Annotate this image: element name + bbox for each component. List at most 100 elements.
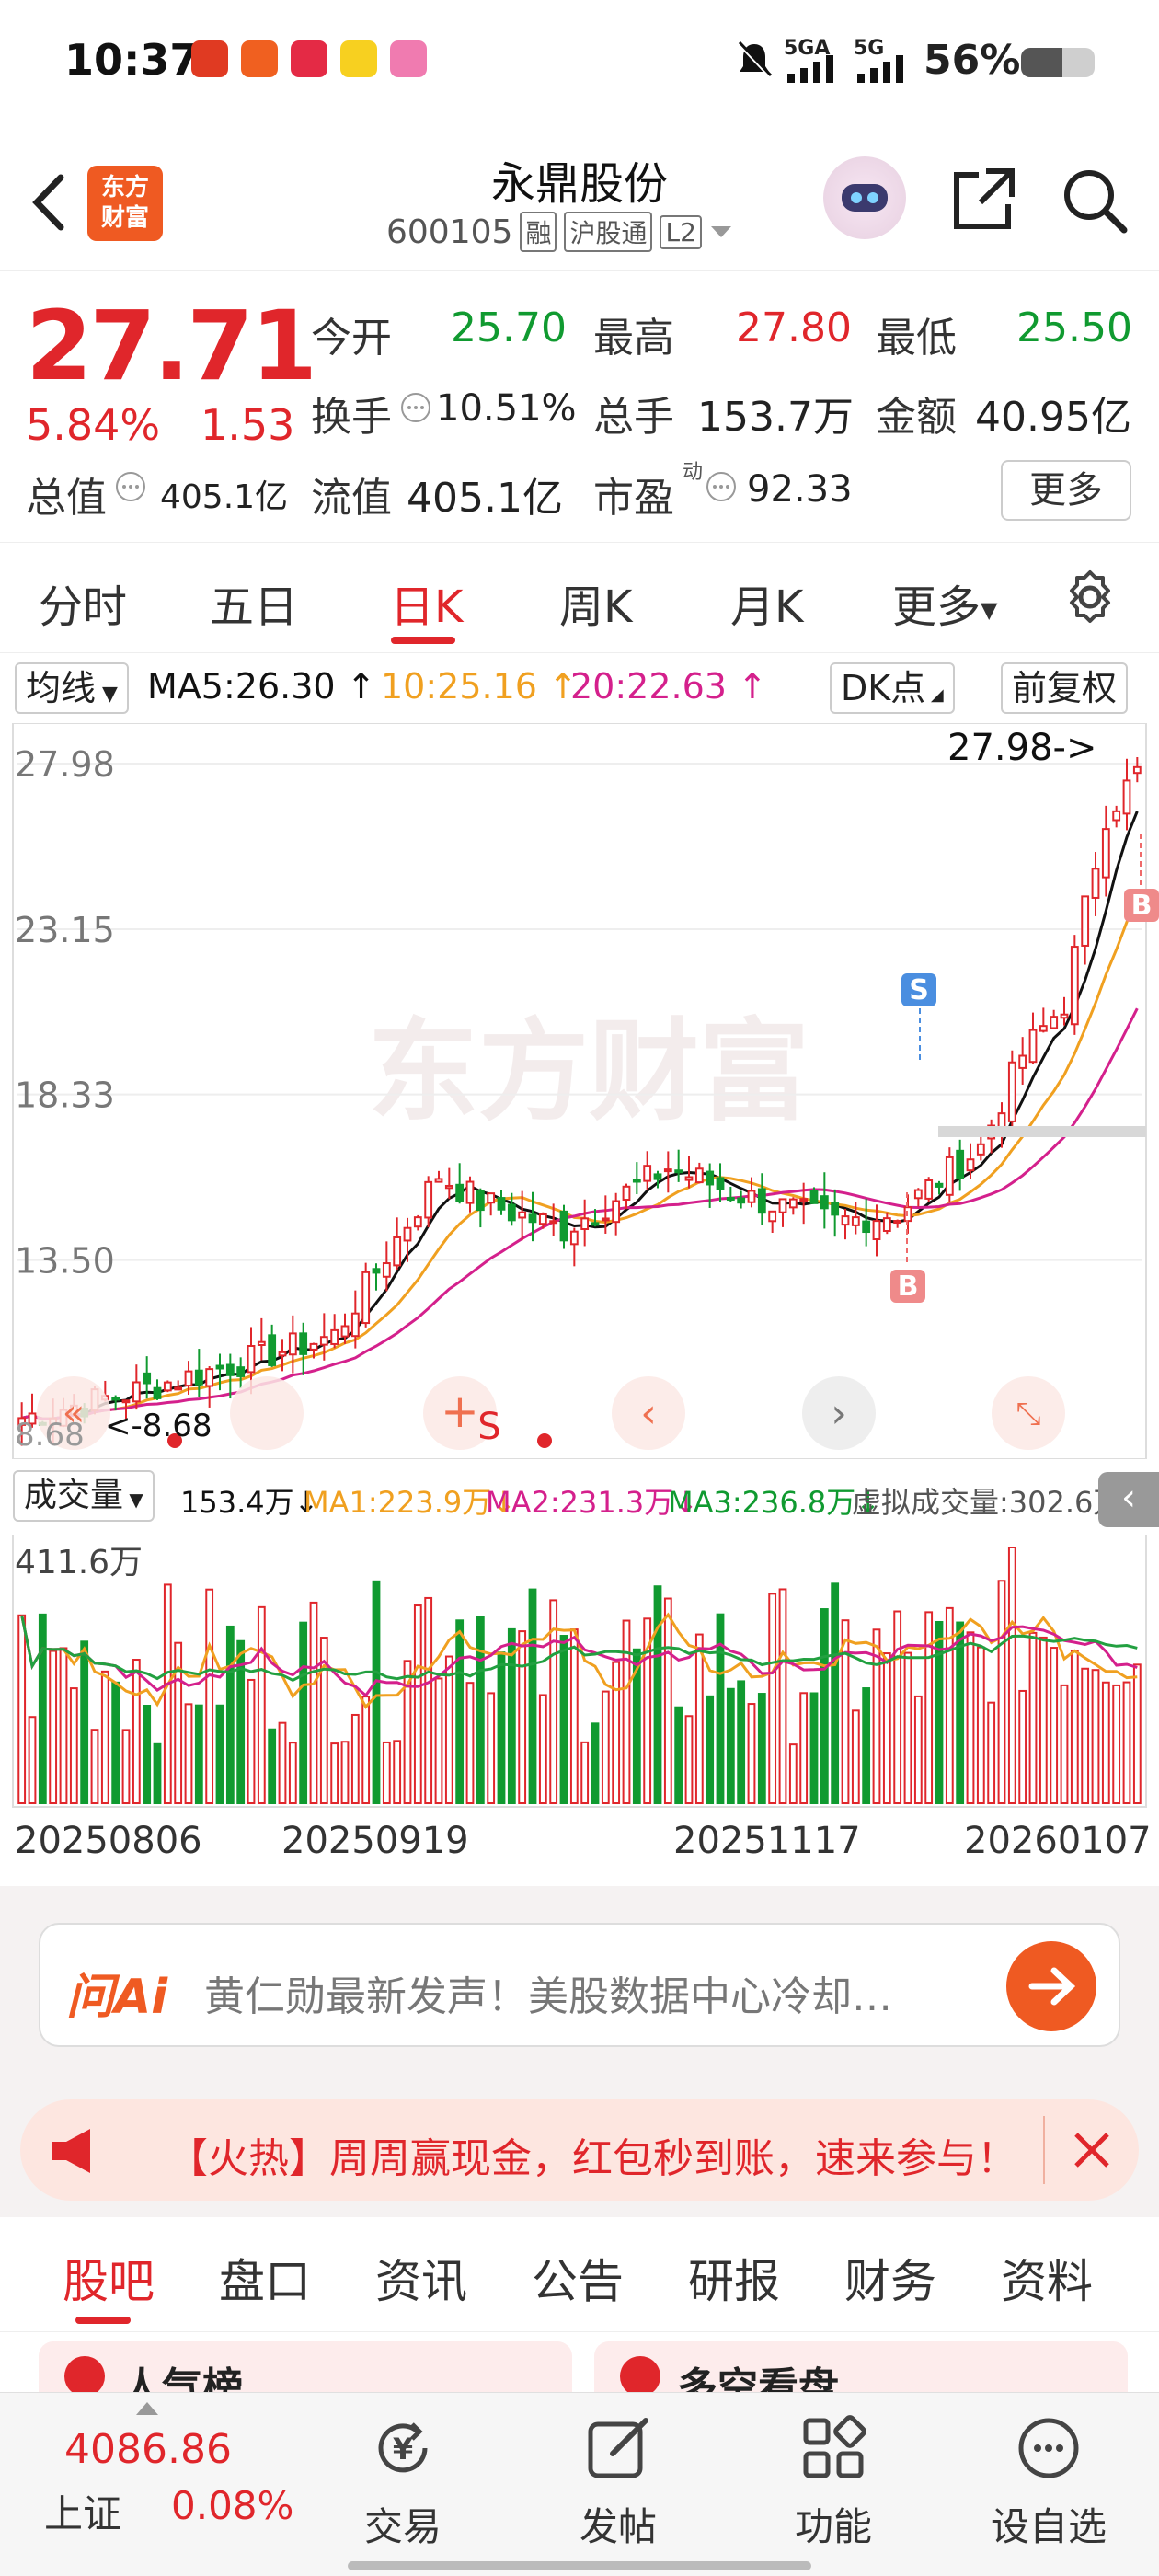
index-widget[interactable]: 4086.86 上证 0.08%	[37, 2397, 313, 2553]
candle-body	[507, 1203, 516, 1222]
candle-body	[684, 1176, 694, 1181]
dk-point-button[interactable]: DK点 ◢	[830, 662, 955, 714]
tab-news[interactable]: 资讯	[375, 2255, 467, 2308]
prev-control[interactable]	[612, 1376, 685, 1450]
ask-ai-submit-button[interactable]	[1006, 1941, 1096, 2031]
info-dots-icon-2[interactable]	[114, 470, 147, 503]
long-short-card[interactable]: 多空看盘	[594, 2341, 1128, 2411]
volume-ma-lines	[20, 1612, 1138, 1709]
paper-plane-app-icon	[241, 40, 278, 77]
volume-bar	[809, 1692, 819, 1804]
adjust-button[interactable]: 前复权	[1001, 662, 1129, 714]
nav-functions[interactable]: 功能	[760, 2411, 907, 2552]
tab-profile[interactable]: 资料	[1001, 2255, 1093, 2308]
ma-line	[21, 1007, 1139, 1420]
pe-label: 市盈	[593, 475, 674, 522]
blank-control[interactable]	[230, 1376, 304, 1450]
volume-selector-button[interactable]: 成交量 ▼	[13, 1470, 155, 1522]
search-icon[interactable]	[1058, 164, 1131, 237]
min-price-label: <-8.68	[105, 1408, 212, 1444]
stock-code-row[interactable]: 600105 融 沪股通 L2	[386, 212, 733, 252]
candle-body	[1101, 828, 1110, 879]
date-2: 20250919	[281, 1820, 469, 1862]
volume-bar	[601, 1690, 610, 1805]
candle-body	[997, 1112, 1006, 1129]
add-control[interactable]	[423, 1376, 497, 1450]
edit-post-icon	[588, 2418, 648, 2478]
candle-body	[28, 1412, 37, 1425]
volume-bar	[132, 1659, 141, 1804]
s-marker[interactable]	[901, 973, 936, 1006]
fullscreen-control[interactable]	[992, 1376, 1065, 1450]
candle-body	[215, 1364, 224, 1370]
tab-weekly-k[interactable]: 周K	[559, 581, 633, 633]
info-dots-icon-3[interactable]	[705, 470, 738, 503]
index-name: 上证	[44, 2491, 122, 2536]
bilibili-app-icon	[390, 40, 427, 77]
tab-monthly-k[interactable]: 月K	[730, 581, 804, 633]
assistant-robot-icon[interactable]	[823, 156, 906, 239]
chevron-left-icon[interactable]: ‹	[640, 1390, 657, 1437]
plus-icon[interactable]: +	[441, 1385, 479, 1438]
volume-bar	[569, 1628, 579, 1804]
b-marker[interactable]	[890, 1270, 925, 1303]
b-marker-2[interactable]	[1124, 889, 1159, 922]
tab-research[interactable]: 研报	[688, 2255, 780, 2308]
share-icon[interactable]	[946, 164, 1019, 237]
close-icon[interactable]	[1069, 2127, 1115, 2173]
volume-bar	[643, 1617, 652, 1804]
tab-orderbook[interactable]: 盘口	[219, 2255, 311, 2308]
volume-bar	[882, 1652, 891, 1804]
volume-bar	[924, 1611, 934, 1805]
volume-bar	[205, 1588, 214, 1805]
trade-yen-icon: ¥	[378, 2422, 428, 2473]
expand-icon[interactable]: ⤡	[1016, 1396, 1040, 1432]
mcdonalds-app-icon	[191, 40, 228, 77]
nav-post[interactable]: 发帖	[545, 2411, 692, 2552]
zoom-out-circle[interactable]	[37, 1376, 110, 1450]
fast-back-icon[interactable]: «	[63, 1392, 85, 1434]
back-arrow-icon[interactable]	[26, 170, 72, 235]
volume-bar	[49, 1650, 58, 1804]
volume-bar	[382, 1741, 391, 1804]
candle-body	[716, 1177, 725, 1190]
grid-apps-icon	[803, 2415, 866, 2478]
chevron-right-icon[interactable]: ›	[831, 1390, 847, 1437]
tab-daily-k[interactable]: 日K	[390, 581, 464, 633]
nav-trade[interactable]: ¥ 交易	[329, 2411, 476, 2552]
volume-bar	[372, 1580, 381, 1805]
min-price-arrow: <-	[105, 1408, 143, 1444]
volume-bar	[393, 1740, 402, 1804]
candle-body	[632, 1179, 641, 1183]
shopping-app-icon	[291, 40, 327, 77]
volume-bar	[831, 1582, 840, 1805]
more-quote-button[interactable]: 更多	[1001, 460, 1131, 521]
next-control[interactable]	[802, 1376, 876, 1450]
candle-body	[413, 1216, 422, 1228]
volume-bar	[674, 1706, 683, 1804]
candle-body	[591, 1222, 600, 1226]
tab-finance[interactable]: 财务	[844, 2255, 936, 2308]
volume-chart[interactable]: 411.6万	[0, 1535, 1159, 1811]
tab-forum[interactable]: 股吧	[63, 2255, 155, 2308]
volume-bar	[424, 1596, 433, 1804]
nav-add-watchlist[interactable]: 设自选	[975, 2411, 1122, 2552]
popularity-card[interactable]: 人气榜	[39, 2341, 572, 2411]
info-dots-icon[interactable]	[399, 391, 432, 424]
tab-more[interactable]: 更多▼	[892, 570, 997, 635]
volume-bar	[80, 1640, 89, 1805]
active-tab-indicator	[391, 637, 455, 644]
collapse-arrow-icon[interactable]: ‹	[1098, 1472, 1159, 1527]
ask-ai-bar[interactable]: 问Ai 黄仁勋最新发声！美股数据中心冷却…	[39, 1923, 1120, 2047]
notice-banner[interactable]: 【火热】周周赢现金，红包秒到账，速来参与！	[20, 2099, 1139, 2201]
tab-five-day[interactable]: 五日	[210, 581, 299, 633]
settings-gear-icon[interactable]	[1060, 567, 1120, 627]
tab-announcements[interactable]: 公告	[532, 2255, 624, 2308]
volume-bar	[841, 1619, 850, 1805]
volume-bar	[820, 1608, 829, 1805]
tab-intraday[interactable]: 分时	[39, 581, 128, 633]
battery-icon	[1021, 48, 1095, 77]
volume-bar	[434, 1677, 443, 1804]
ma-selector-button[interactable]: 均线 ▼	[15, 662, 129, 714]
